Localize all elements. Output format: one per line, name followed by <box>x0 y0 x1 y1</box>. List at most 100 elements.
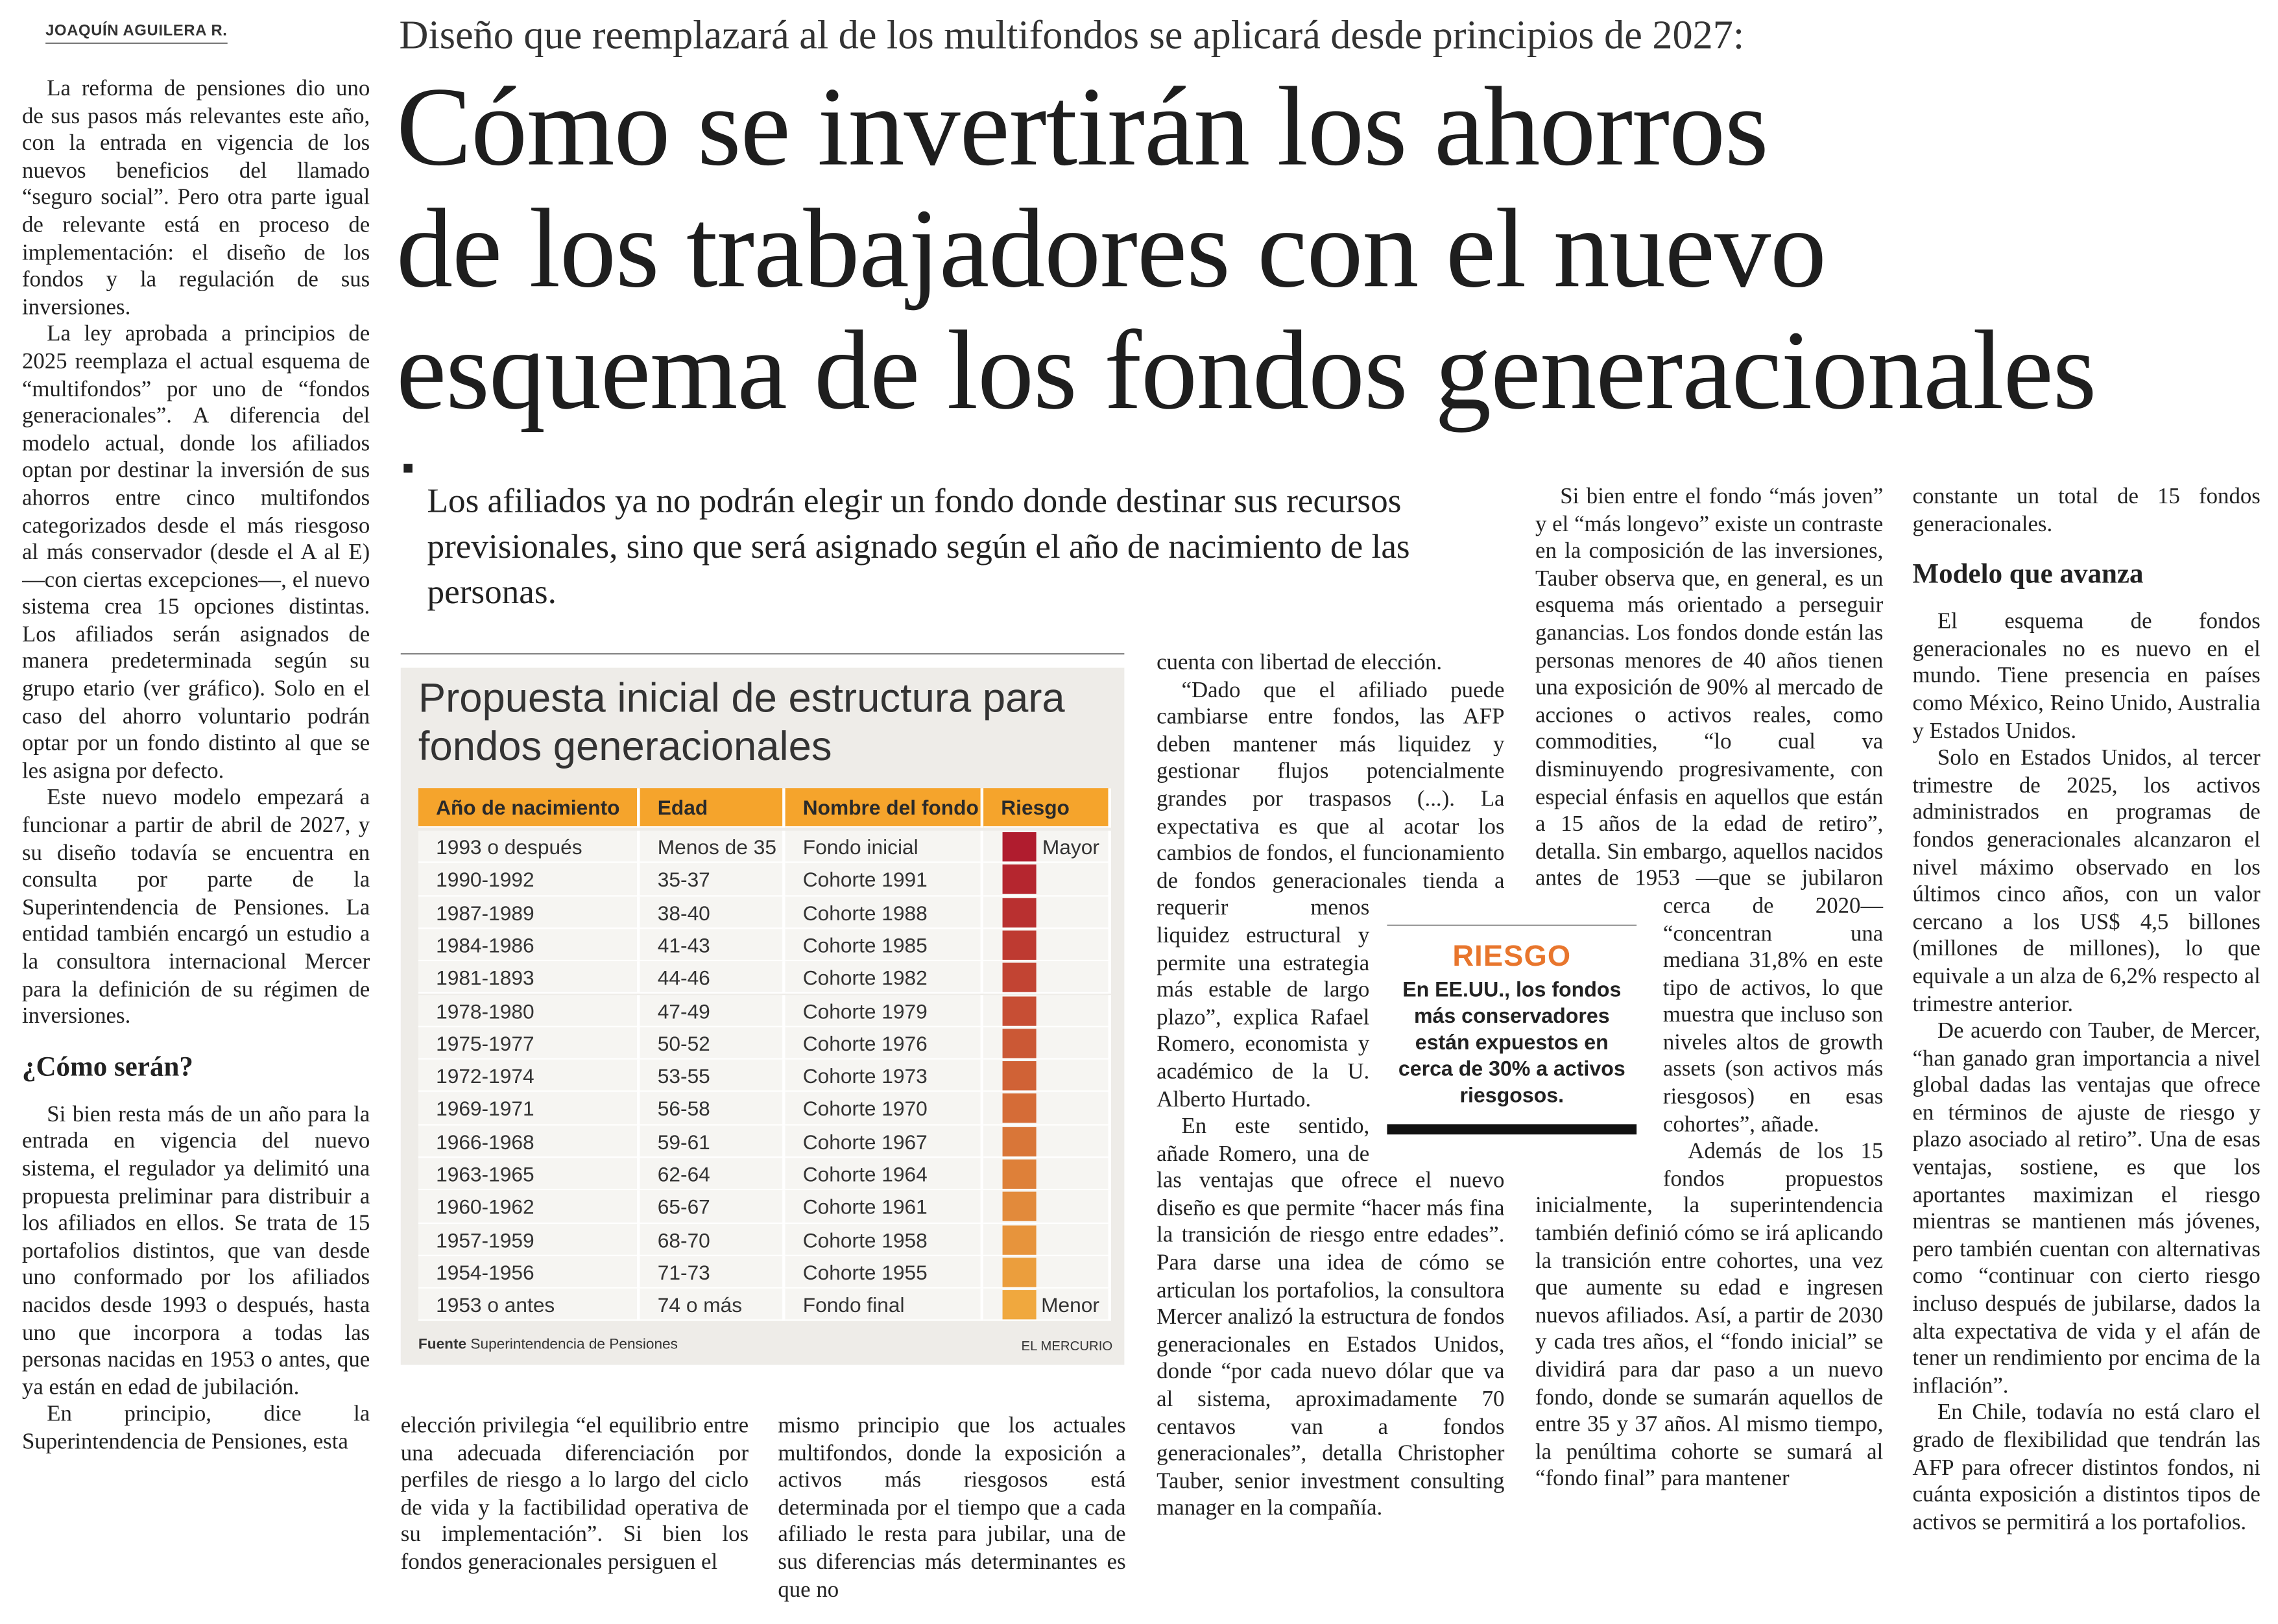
table-row: 1990-1992 35-37 Cohorte 1991 <box>418 863 1112 896</box>
deck-marker <box>403 464 413 473</box>
paragraph: elección privilegia “el equilibrio entre… <box>400 1413 749 1575</box>
risk-swatch <box>1002 996 1037 1025</box>
column: Si bien entre el fondo “más joven” y el … <box>1535 484 1883 1622</box>
risk-cell <box>983 1158 1112 1191</box>
risk-cell <box>983 929 1112 962</box>
risk-swatch <box>1002 930 1037 960</box>
risk-cell <box>983 1092 1112 1125</box>
table-header-cell: Año de nacimiento <box>418 788 640 828</box>
paragraph: En principio, dice la Superintendencia d… <box>21 1402 370 1455</box>
table-title: Propuesta inicial de estructura para fon… <box>418 675 1065 769</box>
table-cell: 1975-1977 <box>418 1027 640 1060</box>
risk-swatch <box>1002 832 1037 862</box>
risk-swatch <box>1002 1159 1037 1189</box>
table-cell: 65-67 <box>640 1190 785 1224</box>
table-cell: 62-64 <box>640 1158 785 1191</box>
paragraph: De acuerdo con Tauber, de Mercer, “han g… <box>1912 1018 2260 1399</box>
table-cell: 53-55 <box>640 1060 785 1093</box>
table-header-cell: Nombre del fondo <box>785 788 984 828</box>
risk-swatch <box>1002 1028 1037 1058</box>
table-cell: 1957-1959 <box>418 1223 640 1256</box>
table-cell: Cohorte 1991 <box>785 863 984 896</box>
risk-cell <box>983 994 1112 1027</box>
risk-label: Mayor <box>1042 835 1099 859</box>
table-header-cell: Riesgo <box>983 788 1112 828</box>
risk-swatch <box>1002 1061 1037 1091</box>
table-cell: 47-49 <box>640 994 785 1027</box>
table-cell: Cohorte 1970 <box>785 1092 984 1125</box>
risk-cell <box>983 863 1112 896</box>
risk-cell: Menor <box>983 1289 1112 1322</box>
table-row: 1966-1968 59-61 Cohorte 1967 <box>418 1125 1112 1158</box>
table-row: 1993 o después Menos de 35 Fondo inicial Ma… <box>418 830 1112 864</box>
table-cell: 1960-1962 <box>418 1190 640 1224</box>
risk-swatch <box>1002 1192 1037 1222</box>
table-cell: 1969-1971 <box>418 1092 640 1125</box>
table-row: 1963-1965 62-64 Cohorte 1964 <box>418 1158 1112 1191</box>
table-cell: 74 o más <box>640 1289 785 1322</box>
risk-swatch <box>1002 1224 1037 1254</box>
paragraph: constante un total de 15 fondos generaci… <box>1912 484 2260 537</box>
table-graphic: Propuesta inicial de estructura para fon… <box>400 667 1125 1365</box>
table-cell: 68-70 <box>640 1223 785 1256</box>
table-cell: 71-73 <box>640 1256 785 1289</box>
table-cell: 35-37 <box>640 863 785 896</box>
sidebar-text: En EE.UU., los fondos más conservadores … <box>1398 979 1625 1108</box>
table-cell: Cohorte 1955 <box>785 1256 984 1289</box>
risk-swatch <box>1002 962 1037 993</box>
table-cell: 1993 o después <box>418 830 640 864</box>
risk-swatch <box>1002 865 1037 894</box>
table-cell: Cohorte 1958 <box>785 1223 984 1256</box>
table-row: 1978-1980 47-49 Cohorte 1979 <box>418 994 1112 1027</box>
table-header-row: Año de nacimiento Edad Nombre del fondo Rie… <box>418 788 1112 828</box>
column: cuenta con libertad de elección. “Dado qu… <box>1157 650 1504 1619</box>
table-cell: Cohorte 1976 <box>785 1027 984 1060</box>
byline: JOAQUÍN AGUILERA R. <box>45 22 228 44</box>
subhead: Modelo que avanza <box>1912 559 2144 591</box>
column: La reforma de pensiones dio uno de sus p… <box>22 77 370 1618</box>
table-cell: 44-46 <box>640 961 785 995</box>
table-cell: 1953 o antes <box>418 1289 640 1322</box>
table-cell: 59-61 <box>640 1125 785 1158</box>
table-cell: Fondo final <box>785 1289 984 1322</box>
table-cell: 1978-1980 <box>418 994 640 1027</box>
table-cell: 1981-1893 <box>418 961 640 995</box>
table-cell: Cohorte 1979 <box>785 994 984 1027</box>
table-cell: Fondo inicial <box>785 830 984 864</box>
paragraph: Además de los 15 fondos propuestos inici… <box>1535 1139 1884 1492</box>
headline-line: de los trabajadores con el nuevo <box>396 185 1827 311</box>
table-cell: 1963-1965 <box>418 1158 640 1191</box>
table-row: 1981-1893 44-46 Cohorte 1982 <box>418 961 1112 995</box>
source-label: Fuente <box>418 1337 467 1354</box>
table-cell: 1954-1956 <box>418 1256 640 1289</box>
table-row: 1972-1974 53-55 Cohorte 1973 <box>418 1060 1112 1093</box>
table-cell: 41-43 <box>640 929 785 962</box>
risk-cell <box>983 896 1112 929</box>
table-cell: 1990-1992 <box>418 863 640 896</box>
kicker: Diseño que reemplazará al de los multifo… <box>399 12 1745 58</box>
credit: EL MERCURIO <box>1021 1338 1113 1354</box>
table-header-cell: Edad <box>640 788 785 828</box>
risk-cell <box>983 1223 1112 1256</box>
paragraph: Solo en Estados Unidos, al tercer trimes… <box>1912 745 2260 1017</box>
risk-cell <box>983 1027 1112 1060</box>
table-row: 1960-1962 65-67 Cohorte 1961 <box>418 1190 1112 1224</box>
table-cell: Cohorte 1982 <box>785 961 984 995</box>
table-cell: 56-58 <box>640 1092 785 1125</box>
risk-cell <box>983 961 1112 995</box>
table-cell: 1987-1989 <box>418 896 640 929</box>
paragraph: La reforma de pensiones dio uno de sus p… <box>21 76 370 320</box>
table-cell: Menos de 35 <box>640 830 785 864</box>
table-row: 1984-1986 41-43 Cohorte 1985 <box>418 929 1112 962</box>
table-cell: 50-52 <box>640 1027 785 1060</box>
table-cell: 1972-1974 <box>418 1060 640 1093</box>
table-cell: Cohorte 1967 <box>785 1125 984 1158</box>
sidebar: RIESGO En EE.UU., los fondos más conserv… <box>1387 924 1637 1135</box>
table-cell: Cohorte 1964 <box>785 1158 984 1191</box>
paragraph: El esquema de fondos generacionales no e… <box>1912 609 2260 744</box>
deck: Los afiliados ya no podrán elegir un fon… <box>427 483 1410 612</box>
paragraph: Este nuevo modelo empezará a funcionar a… <box>21 785 370 1029</box>
table-row: 1987-1989 38-40 Cohorte 1988 <box>418 896 1112 929</box>
